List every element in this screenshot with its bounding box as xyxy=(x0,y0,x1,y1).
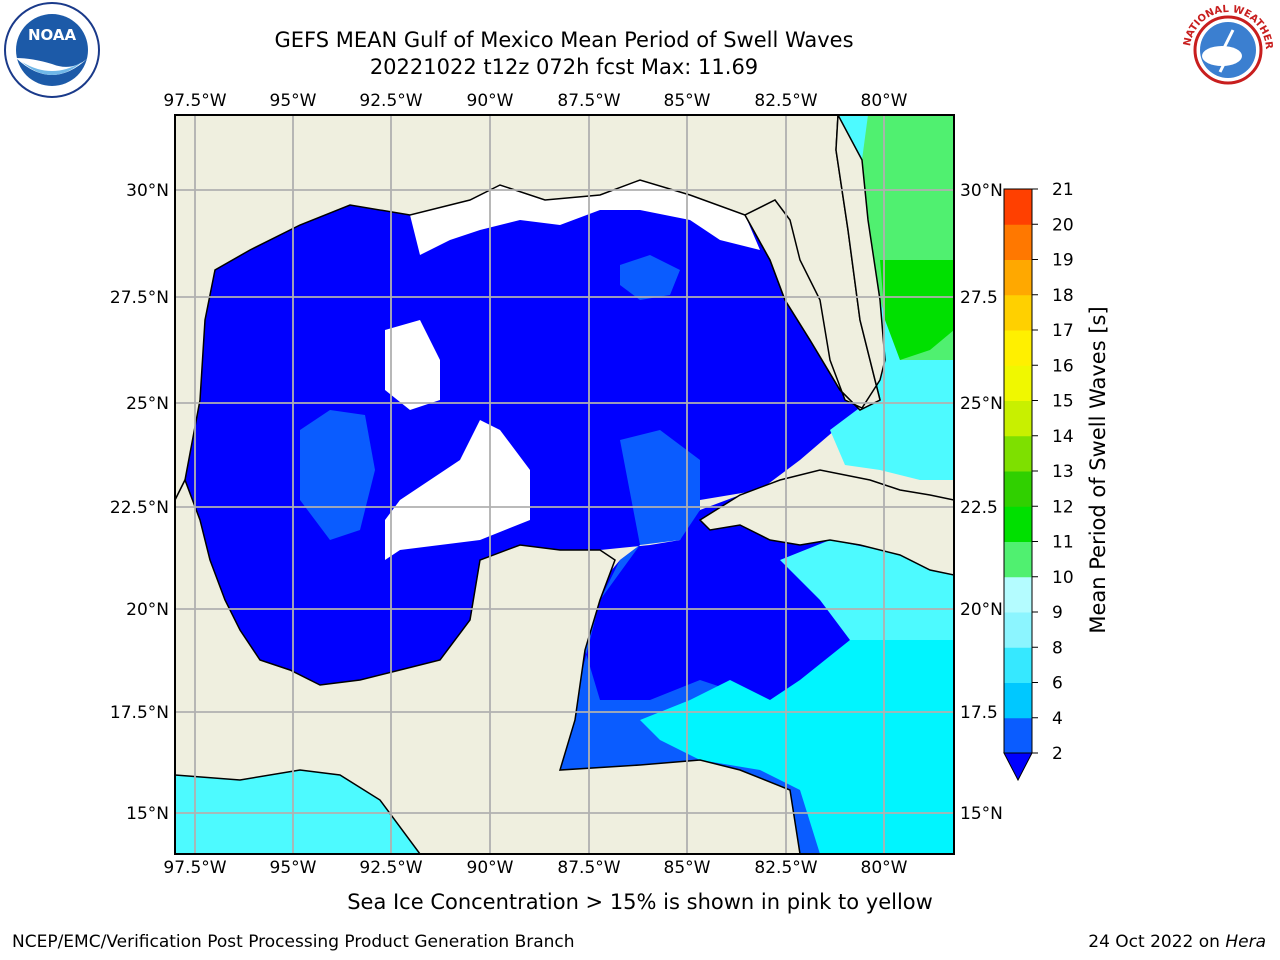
gulf-nodata-north xyxy=(410,180,760,255)
colorbar-tick-label: 2 xyxy=(1052,744,1063,764)
lon-label: 80°W xyxy=(861,858,908,878)
footer-date: 24 Oct 2022 on Hera xyxy=(1088,932,1266,952)
colorbar-segment xyxy=(1004,294,1032,331)
colorbar-segment xyxy=(1004,612,1032,648)
gulf-swell-lowest xyxy=(185,180,954,854)
colorbar-label: Mean Period of Swell Waves [s] xyxy=(1086,306,1110,633)
colorbar-segment xyxy=(1004,189,1032,225)
lat-label: 27.5 xyxy=(960,288,998,308)
lat-labels-left: 30°N 27.5°N 25°N 22.5°N 20°N 17.5°N 15°N xyxy=(110,181,169,824)
lat-labels-right: 30°N 27.5 25°N 22.5 20°N 17.5 15°N xyxy=(960,181,1003,824)
noaa-logo: NOAA xyxy=(4,2,100,98)
lon-label: 95°W xyxy=(270,91,317,111)
land-cuba xyxy=(698,469,954,576)
colorbar-tick-label: 4 xyxy=(1052,709,1063,729)
colorbar: 2 4 6 8 9 10 11 12 13 14 15 16 17 18 19 20 21 xyxy=(1003,180,1074,782)
grid-lines xyxy=(175,115,954,854)
gulf-nodata-1 xyxy=(385,420,530,560)
lon-label: 87.5°W xyxy=(557,91,620,111)
straits-swell-4-6 xyxy=(830,360,954,480)
sea-ice-note: Sea Ice Concentration > 15% is shown in … xyxy=(347,890,933,914)
lat-label: 27.5°N xyxy=(110,288,169,308)
colorbar-tick-label: 12 xyxy=(1052,497,1074,517)
lat-label: 22.5 xyxy=(960,498,998,518)
colorbar-tick-label: 6 xyxy=(1052,674,1063,694)
colorbar-tick-label: 16 xyxy=(1052,356,1074,376)
gulf-nodata-2 xyxy=(385,320,440,410)
lon-label: 90°W xyxy=(467,858,514,878)
colorbar-tick-label: 9 xyxy=(1052,603,1063,623)
chart-subtitle: 20221022 t12z 072h fcst Max: 11.69 xyxy=(369,55,759,79)
caribbean-swell-4-6 xyxy=(640,640,954,854)
colorbar-segment xyxy=(1004,435,1032,472)
lon-label: 97.5°W xyxy=(163,91,226,111)
colorbar-tick-label: 11 xyxy=(1052,533,1074,553)
lat-label: 20°N xyxy=(126,600,169,620)
lat-label: 15°N xyxy=(960,804,1003,824)
gulf-swell-2-4-north xyxy=(620,255,680,300)
pacific-swell-6-8 xyxy=(175,770,420,854)
colorbar-segment xyxy=(1004,506,1032,542)
footer-host: Hera xyxy=(1225,932,1266,952)
chart-title: GEFS MEAN Gulf of Mexico Mean Period of … xyxy=(274,28,854,52)
nws-logo: NATIONAL WEATHER SERVICE xyxy=(1178,2,1275,97)
lon-label: 95°W xyxy=(270,858,317,878)
lon-label: 97.5°W xyxy=(163,858,226,878)
lon-label: 80°W xyxy=(861,91,908,111)
colorbar-tick-label: 8 xyxy=(1052,638,1063,658)
colorbar-tick-label: 21 xyxy=(1052,180,1074,200)
lat-label: 20°N xyxy=(960,600,1003,620)
lat-label: 17.5°N xyxy=(110,703,169,723)
colorbar-tick-label: 15 xyxy=(1052,392,1074,412)
land-mexico xyxy=(175,478,801,854)
atlantic-swell-bright-green xyxy=(880,260,954,360)
colorbar-tick-label: 20 xyxy=(1052,215,1074,235)
colorbar-tick-label: 13 xyxy=(1052,462,1074,482)
colorbar-under-arrow xyxy=(1003,752,1033,782)
colorbar-tick-label: 19 xyxy=(1052,251,1074,271)
colorbar-tick-label: 18 xyxy=(1052,286,1074,306)
lon-label: 82.5°W xyxy=(754,858,817,878)
colorbar-segment xyxy=(1004,400,1032,437)
lat-label: 15°N xyxy=(126,804,169,824)
noaa-logo-text: NOAA xyxy=(28,26,77,44)
lon-label: 92.5°W xyxy=(359,91,422,111)
colorbar-tick-label: 17 xyxy=(1052,321,1074,341)
lon-labels-top: 97.5°W 95°W 92.5°W 90°W 87.5°W 85°W 82.5… xyxy=(163,91,907,111)
caribbean-swell-6-8 xyxy=(780,540,954,640)
map-frame xyxy=(174,114,955,855)
colorbar-tick-label: 14 xyxy=(1052,427,1074,447)
colorbar-segment xyxy=(1004,541,1032,578)
colorbar-segment xyxy=(1004,471,1032,507)
lat-label: 25°N xyxy=(126,394,169,414)
map-area xyxy=(175,115,954,854)
lon-label: 90°W xyxy=(467,91,514,111)
footer-branch: NCEP/EMC/Verification Post Processing Pr… xyxy=(12,932,575,952)
colorbar-segment xyxy=(1004,259,1032,296)
lon-label: 85°W xyxy=(664,91,711,111)
colorbar-tick-label: 10 xyxy=(1052,568,1074,588)
lat-label: 25°N xyxy=(960,394,1003,414)
colorbar-segment xyxy=(1004,224,1032,260)
colorbar-segment xyxy=(1004,647,1032,683)
lat-label: 30°N xyxy=(960,181,1003,201)
colorbar-segment xyxy=(1004,365,1032,401)
lon-label: 82.5°W xyxy=(754,91,817,111)
lon-labels-bottom: 97.5°W 95°W 92.5°W 90°W 87.5°W 85°W 82.5… xyxy=(163,858,907,878)
colorbar-segment xyxy=(1004,717,1032,754)
colorbar-segment xyxy=(1004,576,1032,613)
lat-label: 17.5 xyxy=(960,703,998,723)
colorbar-segment xyxy=(1004,682,1032,719)
lon-label: 92.5°W xyxy=(359,858,422,878)
lon-label: 87.5°W xyxy=(557,858,620,878)
colorbar-segment xyxy=(1004,330,1032,366)
lat-label: 30°N xyxy=(126,181,169,201)
lat-label: 22.5°N xyxy=(110,498,169,518)
lon-label: 85°W xyxy=(664,858,711,878)
